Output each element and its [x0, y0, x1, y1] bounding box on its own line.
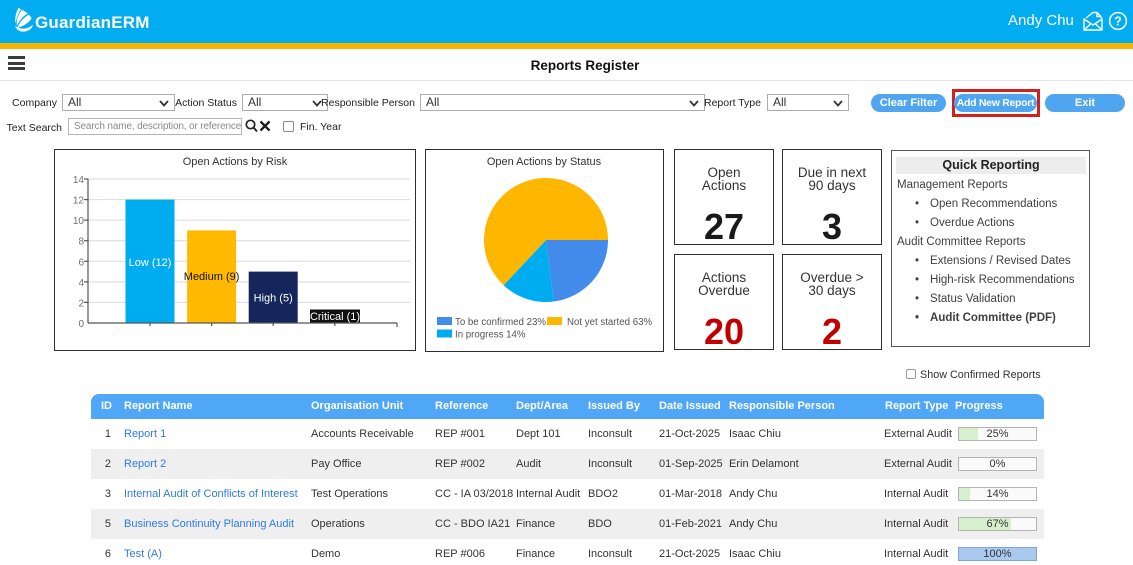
- svg-text:Low (12): Low (12): [129, 257, 172, 269]
- svg-text:14: 14: [73, 175, 85, 186]
- svg-text:10: 10: [73, 216, 85, 227]
- svg-text:6: 6: [78, 257, 84, 268]
- svg-text:Critical (1): Critical (1): [310, 311, 360, 323]
- svg-text:Medium (9): Medium (9): [184, 271, 240, 283]
- svg-text:4: 4: [78, 278, 84, 289]
- svg-text:To be confirmed 23%: To be confirmed 23%: [455, 317, 546, 328]
- svg-text:Open Actions by Risk: Open Actions by Risk: [183, 156, 288, 168]
- svg-text:In progress 14%: In progress 14%: [455, 330, 526, 341]
- svg-text:Open Actions by Status: Open Actions by Status: [487, 156, 602, 168]
- svg-text:2: 2: [78, 298, 84, 309]
- svg-text:Not yet started 63%: Not yet started 63%: [567, 317, 652, 328]
- svg-text:12: 12: [73, 196, 85, 207]
- svg-text:8: 8: [78, 237, 84, 248]
- svg-text:High (5): High (5): [254, 293, 293, 305]
- svg-text:0: 0: [78, 319, 84, 330]
- svg-text:?: ?: [1114, 14, 1122, 28]
